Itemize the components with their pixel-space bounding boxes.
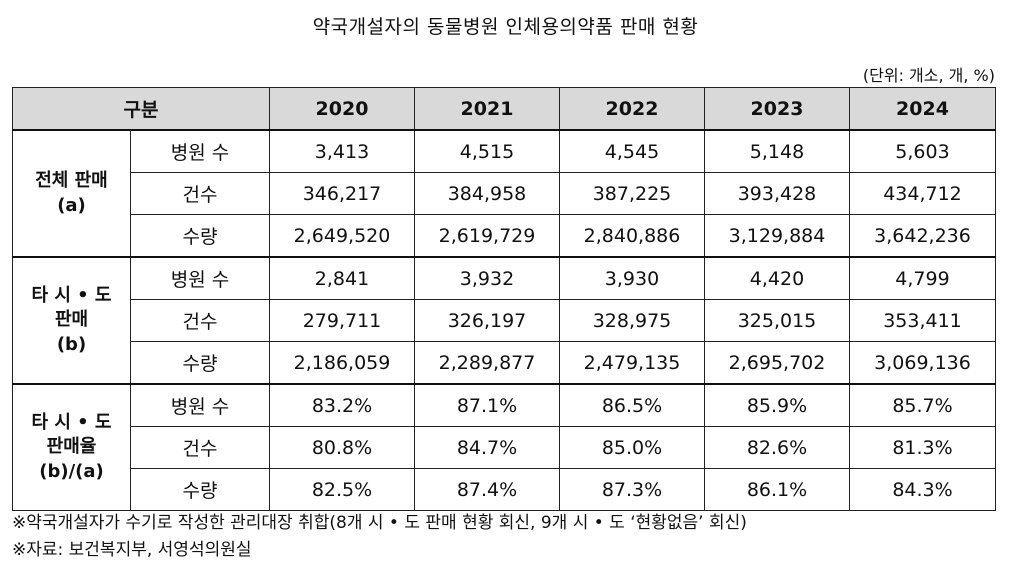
table-cell: 3,413 — [269, 129, 415, 173]
table-cell: 5,148 — [704, 129, 850, 173]
header-year: 2024 — [849, 87, 996, 131]
group-label-line: (a) — [57, 194, 86, 216]
header-year: 2023 — [704, 87, 850, 131]
footnotes: ※약국개설자가 수기로 작성한 관리대장 취합(8개 시 • 도 판매 현황 회… — [12, 510, 747, 564]
group-label-line: (b) — [56, 333, 87, 355]
table-cell: 84.3% — [849, 468, 996, 511]
table-cell: 326,197 — [414, 299, 560, 342]
table-cell: 4,515 — [414, 129, 560, 173]
group-label-line: 판매 — [54, 309, 89, 331]
table-cell: 279,711 — [269, 299, 415, 342]
table-cell: 3,642,236 — [849, 214, 996, 258]
table-cell: 84.7% — [414, 426, 560, 469]
table-cell: 2,619,729 — [414, 214, 560, 258]
table-cell: 82.5% — [269, 468, 415, 511]
table-cell: 80.8% — [269, 426, 415, 469]
table-cell: 85.7% — [849, 383, 996, 427]
table-row: 수량 2,649,520 2,619,729 2,840,886 3,129,8… — [13, 214, 996, 258]
table-cell: 86.5% — [559, 383, 705, 427]
header-category: 구분 — [12, 87, 270, 131]
row-label: 병원 수 — [130, 129, 270, 173]
table-row: 수량 82.5% 87.4% 87.3% 86.1% 84.3% — [13, 468, 996, 511]
header-row: 구분 2020 2021 2022 2023 2024 — [12, 87, 996, 131]
table-cell: 346,217 — [269, 172, 415, 215]
table-row: 전체 판매 (a) 병원 수 3,413 4,515 4,545 5,148 5… — [12, 129, 996, 258]
table-cell: 87.3% — [559, 468, 705, 511]
table-cell: 3,069,136 — [849, 341, 996, 385]
group-label-line: 판매율 — [46, 436, 97, 458]
table-cell: 2,186,059 — [269, 341, 415, 385]
table-cell: 85.0% — [559, 426, 705, 469]
table-cell: 328,975 — [559, 299, 705, 342]
table-cell: 387,225 — [559, 172, 705, 215]
table-cell: 4,799 — [849, 256, 996, 300]
table-cell: 83.2% — [269, 383, 415, 427]
footnote-source-method: ※약국개설자가 수기로 작성한 관리대장 취합(8개 시 • 도 판매 현황 회… — [12, 513, 747, 533]
table-cell: 353,411 — [849, 299, 996, 342]
table-cell: 5,603 — [849, 129, 996, 173]
table-cell: 4,545 — [559, 129, 705, 173]
table-row: 건수 346,217 384,958 387,225 393,428 434,7… — [13, 172, 996, 215]
group-label-line: 전체 판매 — [35, 170, 108, 192]
row-label: 수량 — [130, 214, 270, 258]
table-row: 건수 279,711 326,197 328,975 325,015 353,4… — [13, 299, 996, 342]
table-cell: 2,289,877 — [414, 341, 560, 385]
table-cell: 87.1% — [414, 383, 560, 427]
table-cell: 2,479,135 — [559, 341, 705, 385]
row-label: 병원 수 — [130, 383, 270, 427]
table-cell: 2,695,702 — [704, 341, 850, 385]
row-label: 건수 — [130, 299, 270, 342]
table-cell: 3,930 — [559, 256, 705, 300]
table-cell: 384,958 — [414, 172, 560, 215]
row-label: 수량 — [130, 468, 270, 511]
row-label: 건수 — [130, 426, 270, 469]
table-cell: 85.9% — [704, 383, 850, 427]
group-label-total: 전체 판매 (a) — [12, 129, 131, 258]
table-cell: 82.6% — [704, 426, 850, 469]
group-label-line: 타 시 • 도 — [31, 285, 112, 307]
footnote-data-source: ※자료: 보건복지부, 서영석의원실 — [12, 540, 252, 560]
row-label: 건수 — [130, 172, 270, 215]
table-cell: 86.1% — [704, 468, 850, 511]
table-cell: 393,428 — [704, 172, 850, 215]
header-year: 2021 — [414, 87, 560, 131]
table-cell: 3,129,884 — [704, 214, 850, 258]
group-label-line: (b)/(a) — [39, 460, 104, 482]
table-cell: 2,649,520 — [269, 214, 415, 258]
group-label-other-region: 타 시 • 도 판매 (b) — [12, 256, 131, 385]
row-label: 병원 수 — [130, 256, 270, 300]
table-cell: 87.4% — [414, 468, 560, 511]
table-row: 타 시 • 도 판매율 (b)/(a) 병원 수 83.2% 87.1% 86.… — [12, 383, 996, 511]
group-label-line: 타 시 • 도 — [31, 412, 112, 434]
group-label-ratio: 타 시 • 도 판매율 (b)/(a) — [12, 383, 131, 511]
table-row: 건수 80.8% 84.7% 85.0% 82.6% 81.3% — [13, 426, 996, 469]
table-cell: 2,840,886 — [559, 214, 705, 258]
table-cell: 434,712 — [849, 172, 996, 215]
table-row: 타 시 • 도 판매 (b) 병원 수 2,841 3,932 3,930 4,… — [12, 256, 996, 385]
table-cell: 2,841 — [269, 256, 415, 300]
unit-label: (단위: 개소, 개, %) — [862, 66, 995, 85]
data-table: 구분 2020 2021 2022 2023 2024 전체 판매 (a) 병원… — [12, 87, 996, 511]
table-row: 수량 2,186,059 2,289,877 2,479,135 2,695,7… — [13, 341, 996, 385]
table-title: 약국개설자의 동물병원 인체용의약품 판매 현황 — [312, 16, 699, 38]
header-year: 2020 — [269, 87, 415, 131]
row-label: 수량 — [130, 341, 270, 385]
table-cell: 4,420 — [704, 256, 850, 300]
table-cell: 325,015 — [704, 299, 850, 342]
header-year: 2022 — [559, 87, 705, 131]
table-cell: 81.3% — [849, 426, 996, 469]
table-cell: 3,932 — [414, 256, 560, 300]
